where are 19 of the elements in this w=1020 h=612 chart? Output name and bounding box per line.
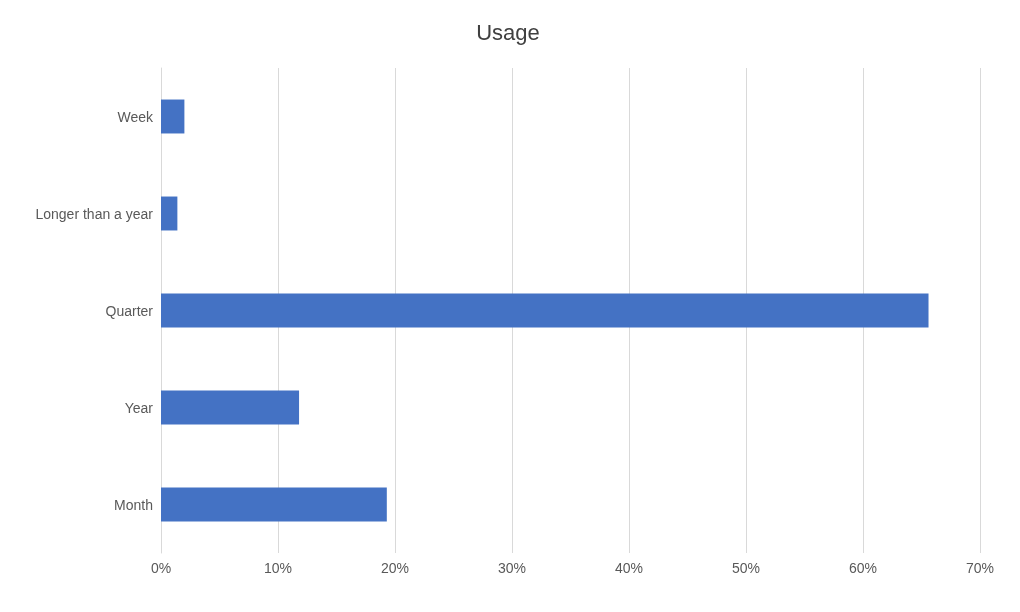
x-tick-label: 40% xyxy=(614,560,644,576)
y-tick-label: Quarter xyxy=(105,302,154,319)
x-tick-label: 30% xyxy=(497,560,527,576)
bar xyxy=(161,487,387,522)
y-tick-label: Year xyxy=(124,399,154,416)
x-tick-label: 10% xyxy=(263,560,293,576)
bar xyxy=(161,196,178,231)
x-tick-label: 70% xyxy=(965,560,995,576)
x-tick-label: 0% xyxy=(150,560,172,576)
bar xyxy=(161,99,185,134)
y-tick-label: Longer than a year xyxy=(35,205,154,222)
bar xyxy=(161,390,300,425)
y-tick-label: Week xyxy=(117,108,154,125)
x-tick-label: 20% xyxy=(380,560,410,576)
bar xyxy=(161,293,929,328)
y-tick-label: Month xyxy=(114,496,153,513)
x-tick-label: 50% xyxy=(731,560,761,576)
x-tick-label: 60% xyxy=(848,560,878,576)
chart-title: Usage xyxy=(476,19,540,45)
